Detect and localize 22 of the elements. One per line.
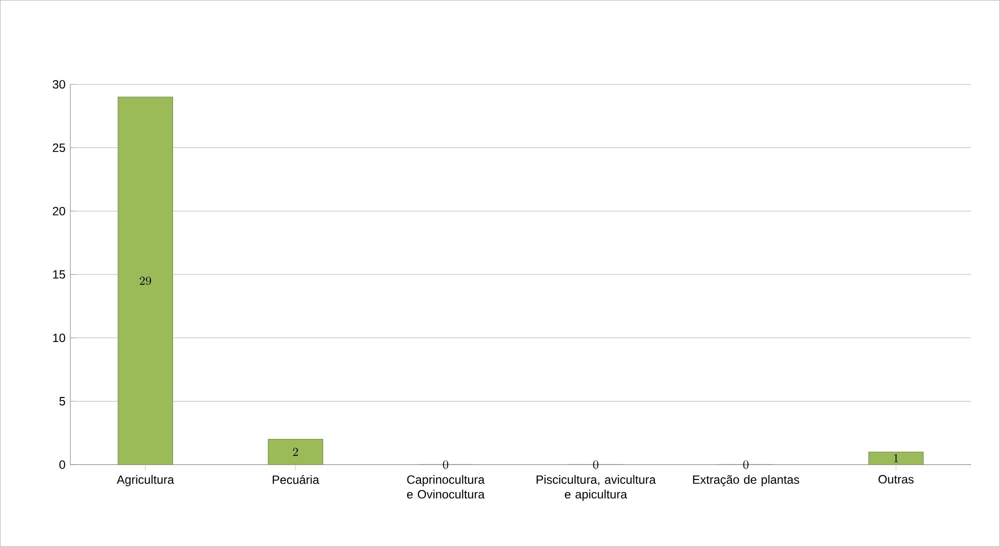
y-tick-label: 0	[59, 460, 66, 469]
x-tick-label: Pecuária	[272, 475, 320, 484]
data-label: 29	[140, 276, 152, 285]
y-tick-label: 5	[59, 397, 66, 406]
data-label: 1	[894, 454, 898, 462]
x-tick-label: Piscicultura, avicultura e apicultura	[536, 475, 656, 501]
bar	[868, 452, 924, 465]
y-tick-label: 20	[52, 206, 66, 216]
bar	[118, 96, 174, 465]
data-label: 0	[593, 460, 598, 469]
x-tick-label: Extração de plantas	[693, 475, 800, 486]
data-label: 0	[743, 460, 748, 469]
y-tick-label: 15	[53, 270, 66, 279]
y-tick-label: 30	[52, 80, 66, 89]
data-label: 2	[293, 448, 298, 456]
data-label: 0	[443, 460, 448, 469]
x-tick-label: Agricultura	[116, 475, 174, 486]
x-tick-label: Outras	[878, 475, 914, 484]
bar	[268, 439, 324, 465]
y-tick-label: 25	[52, 143, 66, 152]
y-tick-label: 10	[53, 334, 66, 342]
x-tick-label: Caprinocultura e Ovinocultura	[407, 475, 485, 499]
